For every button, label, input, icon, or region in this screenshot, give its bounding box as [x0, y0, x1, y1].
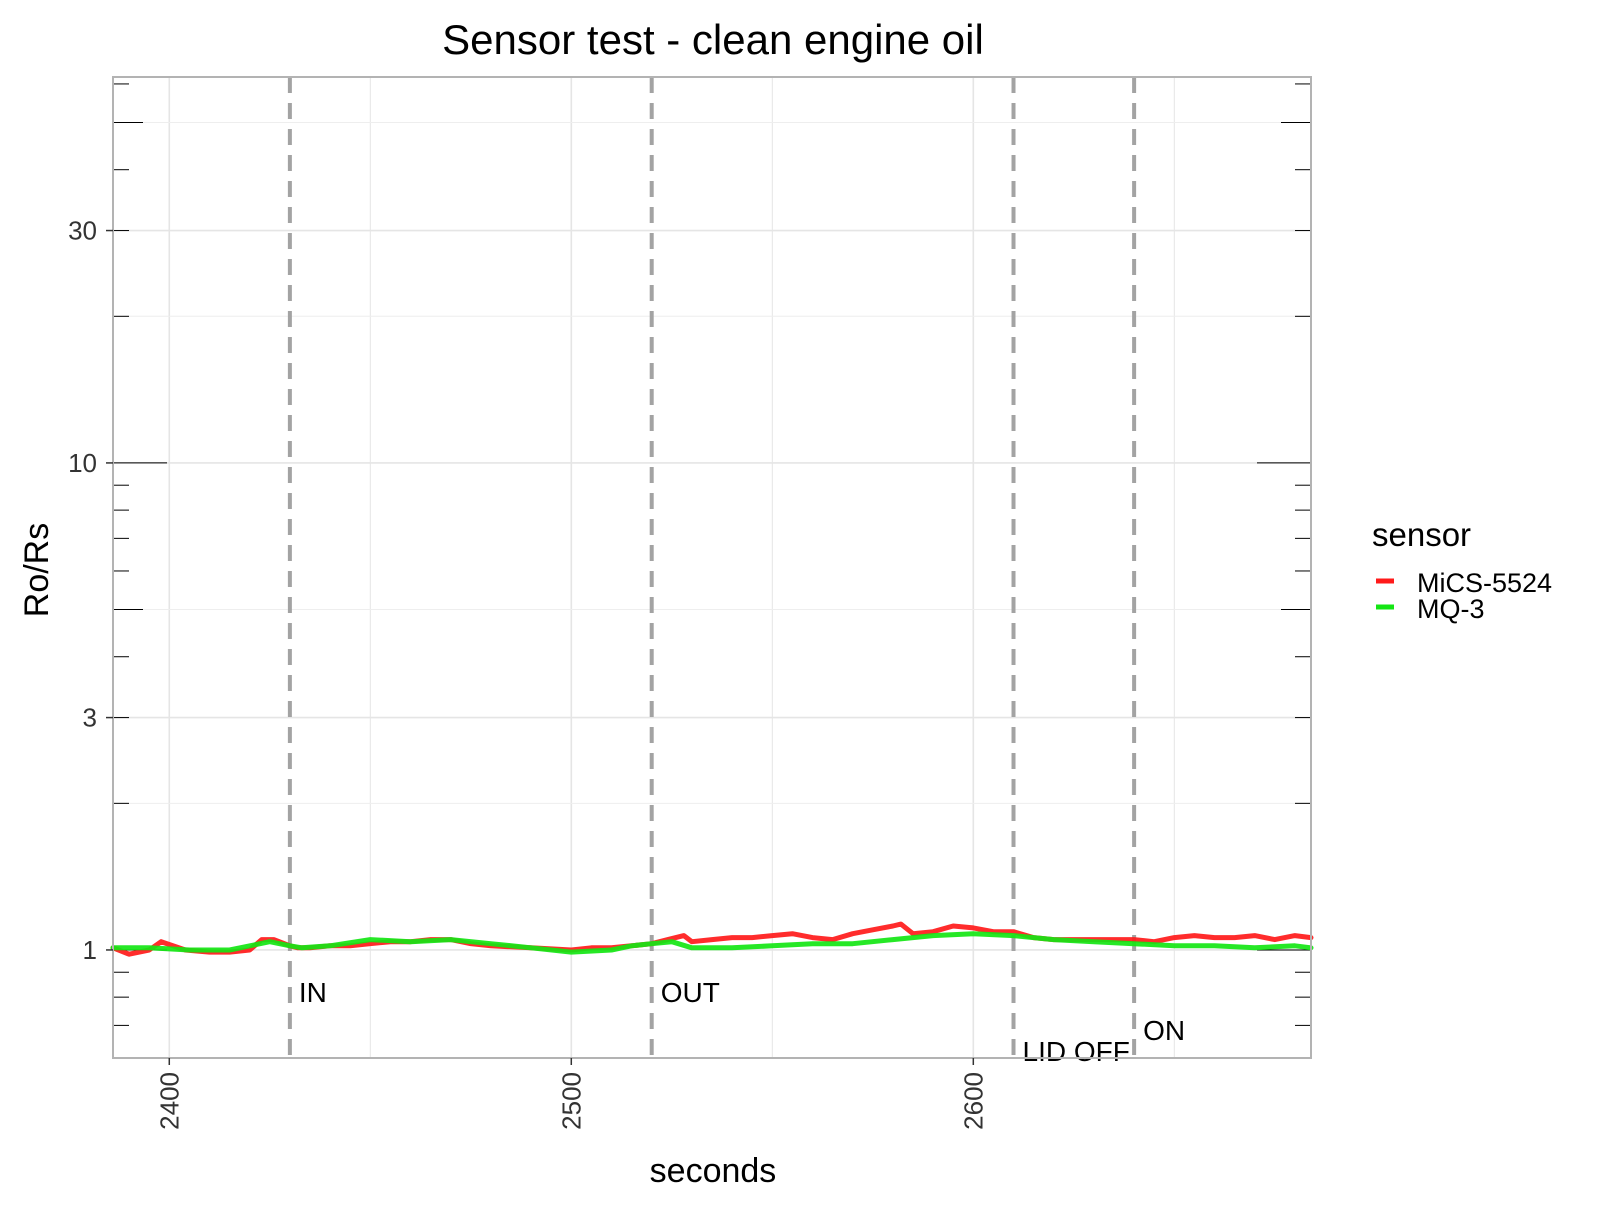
event-label-2: LID OFF	[1023, 1036, 1130, 1067]
legend: sensor MiCS-5524 MQ-3	[1372, 516, 1552, 624]
legend-label-mq-3: MQ-3	[1417, 594, 1485, 624]
x-tick-label-2500: 2500	[556, 1072, 586, 1130]
y-tick-label-30: 30	[68, 216, 97, 246]
y-axis-title: Ro/Rs	[18, 523, 56, 617]
plot-panel-border	[112, 76, 1312, 1059]
series-line-mq-3	[110, 931, 1314, 955]
series-lines	[110, 921, 1314, 957]
legend-label-mics-5524: MiCS-5524	[1417, 568, 1552, 598]
event-label-3: ON	[1143, 1015, 1185, 1046]
y-tick-label-10: 10	[68, 448, 97, 478]
event-markers: IN OUT LID OFF ON	[287, 77, 1185, 1067]
chart-title: Sensor test - clean engine oil	[442, 16, 984, 63]
y-tick-label-3: 3	[83, 703, 97, 733]
x-axis-title: seconds	[650, 1152, 777, 1190]
axis-tick-labels: 1 3 10 30 2400 2500 2600	[68, 216, 988, 1130]
event-label-0: IN	[299, 977, 327, 1008]
y-tick-label-1: 1	[83, 935, 97, 965]
event-label-1: OUT	[661, 977, 720, 1008]
x-tick-label-2600: 2600	[958, 1072, 988, 1130]
x-tick-label-2400: 2400	[154, 1072, 184, 1130]
legend-title: sensor	[1372, 516, 1471, 553]
